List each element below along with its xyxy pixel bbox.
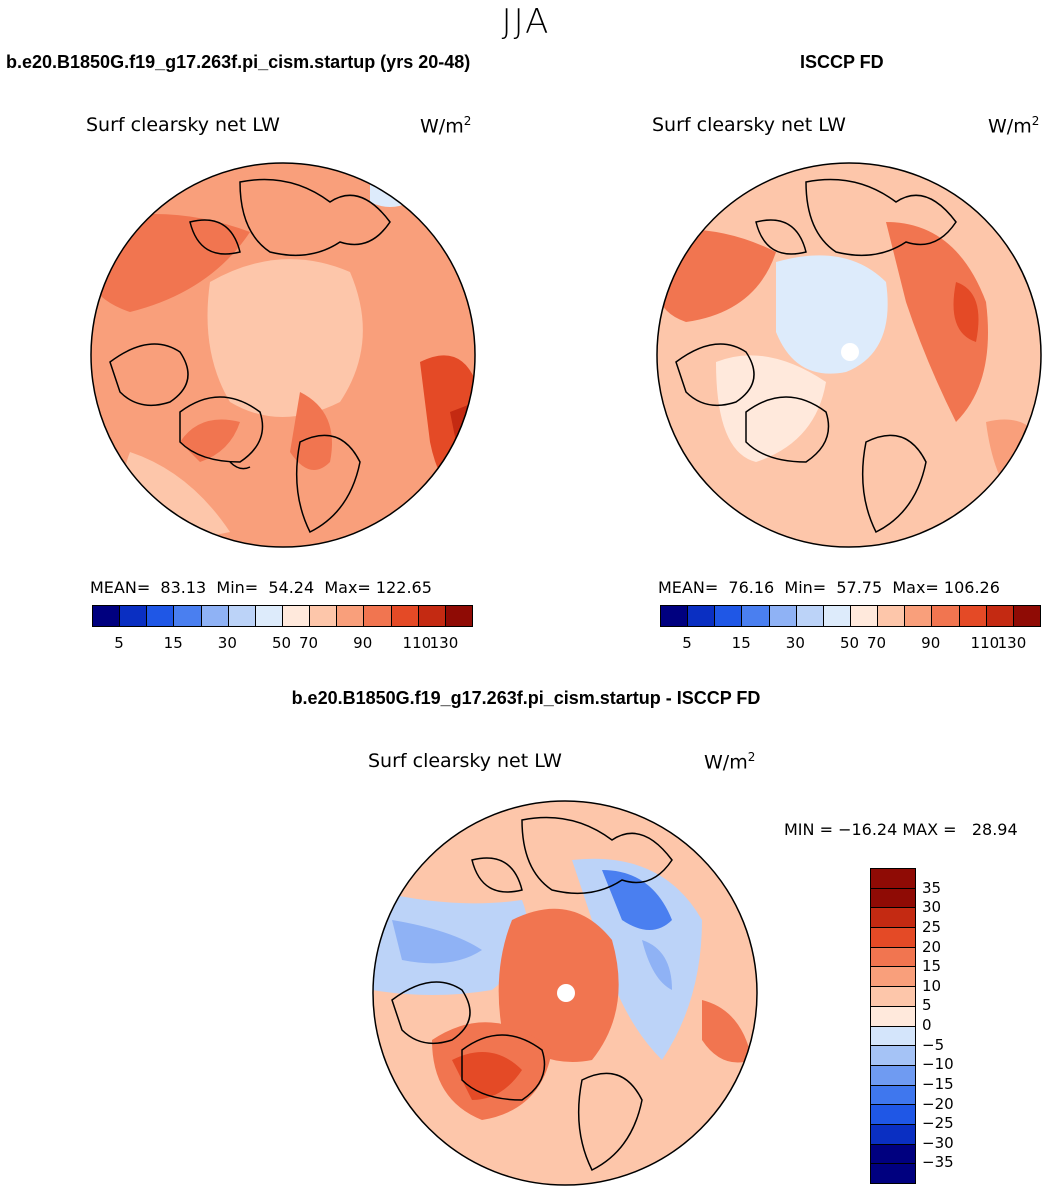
left-colorbar-tick-label: 130 bbox=[429, 634, 459, 652]
left-case-title: b.e20.B1850G.f19_g17.263f.pi_cism.startu… bbox=[6, 52, 471, 72]
right-colorbar-swatch bbox=[905, 606, 933, 626]
diff-colorbar-swatch bbox=[871, 1164, 915, 1183]
right-colorbar-tick-label: 110 bbox=[970, 634, 1000, 652]
right-colorbar-tick-label: 5 bbox=[682, 634, 692, 652]
right-colorbar-swatch bbox=[850, 606, 879, 626]
right-units-label: W/m2 bbox=[988, 114, 1040, 138]
left-colorbar-tick-label: 5 bbox=[114, 634, 124, 652]
right-colorbar-swatch bbox=[796, 606, 824, 626]
diff-colorbar-swatch bbox=[871, 1105, 915, 1125]
right-colorbar-tick-label: 70 bbox=[867, 634, 887, 652]
left-colorbar-ticks: 5 15 30 50 70 90 110 130 bbox=[92, 634, 471, 652]
left-colorbar-tick-label: 15 bbox=[163, 634, 183, 652]
left-colorbar-swatch bbox=[93, 606, 121, 626]
right-colorbar-swatch bbox=[688, 606, 716, 626]
diff-polar-map bbox=[372, 800, 758, 1186]
left-colorbar-swatch bbox=[174, 606, 202, 626]
right-stats: MEAN= 76.16 Min= 57.75 Max= 106.26 bbox=[658, 578, 1000, 597]
left-colorbar-swatch bbox=[310, 606, 338, 626]
diff-colorbar-swatch bbox=[871, 987, 915, 1007]
diff-stats: MIN = −16.24 MAX = 28.94 bbox=[784, 820, 1018, 839]
right-colorbar-swatch bbox=[715, 606, 743, 626]
right-colorbar-swatch bbox=[823, 606, 851, 626]
diff-colorbar-swatch bbox=[871, 1065, 915, 1086]
diff-colorbar-swatch bbox=[871, 908, 915, 929]
right-colorbar-swatch bbox=[769, 606, 797, 626]
diff-colorbar-swatch bbox=[871, 1085, 915, 1106]
left-colorbar-swatch bbox=[147, 606, 175, 626]
right-colorbar bbox=[660, 605, 1041, 627]
season-title: JJA bbox=[501, 2, 551, 42]
diff-colorbar-tick-label: −20 bbox=[922, 1094, 954, 1113]
right-variable-label: Surf clearsky net LW bbox=[652, 114, 846, 136]
diff-colorbar-swatch bbox=[871, 1124, 915, 1145]
left-colorbar-swatch bbox=[337, 606, 365, 626]
right-colorbar-swatch bbox=[986, 606, 1014, 626]
right-colorbar-tick-label: 90 bbox=[921, 634, 941, 652]
right-colorbar-tick-label: 15 bbox=[731, 634, 751, 652]
diff-colorbar-swatch bbox=[871, 1144, 915, 1165]
left-colorbar-swatch bbox=[445, 606, 472, 626]
right-case-title: ISCCP FD bbox=[800, 52, 884, 72]
diff-colorbar-swatch bbox=[871, 888, 915, 909]
right-colorbar-swatch bbox=[742, 606, 770, 626]
diff-colorbar-swatch bbox=[871, 928, 915, 948]
diff-colorbar-tick-label: −15 bbox=[922, 1074, 954, 1093]
left-colorbar-swatch bbox=[201, 606, 229, 626]
diff-colorbar-tick-label: 20 bbox=[922, 937, 942, 956]
diff-units-label: W/m2 bbox=[704, 750, 756, 774]
diff-colorbar-tick-label: −5 bbox=[922, 1035, 945, 1054]
right-colorbar-tick-label: 30 bbox=[785, 634, 805, 652]
right-colorbar-swatch bbox=[1013, 606, 1040, 626]
left-polar-map bbox=[90, 162, 476, 548]
left-colorbar-tick-label: 30 bbox=[217, 634, 237, 652]
diff-colorbar-tick-label: 15 bbox=[922, 957, 942, 976]
left-colorbar-tick-label: 70 bbox=[299, 634, 319, 652]
diff-case-title: b.e20.B1850G.f19_g17.263f.pi_cism.startu… bbox=[291, 688, 761, 708]
diff-variable-label: Surf clearsky net LW bbox=[368, 750, 562, 772]
left-colorbar-swatch bbox=[282, 606, 311, 626]
left-stats: MEAN= 83.13 Min= 54.24 Max= 122.65 bbox=[90, 578, 432, 597]
left-colorbar-swatch bbox=[418, 606, 446, 626]
right-colorbar-swatch bbox=[932, 606, 960, 626]
left-colorbar-tick-label: 90 bbox=[353, 634, 373, 652]
diff-colorbar-swatch bbox=[871, 967, 915, 988]
right-colorbar-ticks: 5 15 30 50 70 90 110 130 bbox=[660, 634, 1039, 652]
diff-colorbar-tick-label: 10 bbox=[922, 976, 942, 995]
diff-colorbar-tick-label: 5 bbox=[922, 996, 932, 1015]
right-colorbar-swatch bbox=[661, 606, 689, 626]
diff-colorbar-tick-label: 25 bbox=[922, 917, 942, 936]
diff-colorbar-tick-label: 35 bbox=[922, 878, 942, 897]
diff-colorbar-swatch bbox=[871, 869, 915, 889]
left-colorbar-tick-label: 110 bbox=[402, 634, 432, 652]
left-variable-label: Surf clearsky net LW bbox=[86, 114, 280, 136]
right-colorbar-tick-label: 50 bbox=[839, 634, 860, 652]
diff-colorbar bbox=[870, 868, 916, 1184]
left-colorbar-swatch bbox=[391, 606, 419, 626]
left-colorbar-swatch bbox=[228, 606, 256, 626]
right-colorbar-tick-label: 130 bbox=[997, 634, 1027, 652]
left-colorbar-swatch bbox=[120, 606, 148, 626]
left-colorbar-swatch bbox=[255, 606, 283, 626]
diff-colorbar-swatch bbox=[871, 947, 915, 968]
diff-colorbar-ticks: 35 30 25 20 15 10 5 0 −5 −10 −15 −20 −25 −30 −35 bbox=[922, 868, 982, 1182]
diff-colorbar-tick-label: −25 bbox=[922, 1114, 954, 1133]
diff-colorbar-swatch bbox=[871, 1046, 915, 1066]
diff-colorbar-swatch bbox=[871, 1006, 915, 1027]
left-colorbar-swatch bbox=[364, 606, 392, 626]
diff-colorbar-tick-label: −35 bbox=[922, 1153, 954, 1172]
left-colorbar-tick-label: 50 bbox=[271, 634, 292, 652]
diff-colorbar-tick-label: −10 bbox=[922, 1055, 954, 1074]
right-polar-map bbox=[656, 162, 1042, 548]
diff-colorbar-swatch bbox=[871, 1026, 915, 1047]
diff-colorbar-tick-label: 0 bbox=[922, 1016, 932, 1034]
left-colorbar bbox=[92, 605, 473, 627]
right-colorbar-swatch bbox=[959, 606, 987, 626]
diff-colorbar-tick-label: 30 bbox=[922, 898, 942, 917]
left-units-label: W/m2 bbox=[420, 114, 472, 138]
right-colorbar-swatch bbox=[878, 606, 906, 626]
diff-colorbar-tick-label: −30 bbox=[922, 1133, 954, 1152]
